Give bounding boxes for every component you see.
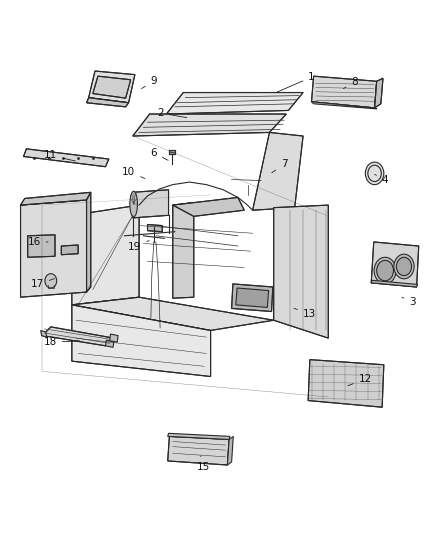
Polygon shape [72,205,139,305]
Polygon shape [311,76,377,108]
Polygon shape [308,360,384,407]
Polygon shape [41,330,46,337]
Polygon shape [274,205,328,338]
Text: 11: 11 [44,150,75,161]
Text: 16: 16 [27,237,48,247]
Polygon shape [371,280,417,287]
Polygon shape [374,78,383,108]
Polygon shape [166,93,303,114]
Polygon shape [133,190,169,218]
Text: 1: 1 [276,72,315,92]
Polygon shape [28,235,55,257]
Polygon shape [173,203,194,298]
Polygon shape [173,197,244,216]
Text: 6: 6 [151,148,168,160]
Polygon shape [236,288,268,308]
Polygon shape [227,437,233,465]
Text: 13: 13 [294,308,316,319]
Polygon shape [148,224,162,232]
Circle shape [377,260,393,281]
Polygon shape [61,245,78,255]
Text: 18: 18 [43,337,80,347]
Polygon shape [168,433,230,439]
Circle shape [394,254,414,279]
Polygon shape [106,340,114,348]
Ellipse shape [130,191,138,217]
Text: 12: 12 [348,374,372,386]
Polygon shape [88,71,135,103]
Polygon shape [371,242,419,287]
Polygon shape [87,98,129,107]
Text: 7: 7 [272,159,287,173]
Text: 3: 3 [402,297,416,308]
Text: 17: 17 [31,279,54,289]
Circle shape [45,273,57,288]
Polygon shape [21,200,87,297]
Polygon shape [72,297,274,330]
Polygon shape [168,437,229,465]
Text: 9: 9 [141,76,157,88]
Polygon shape [253,132,303,210]
Polygon shape [24,149,109,167]
Polygon shape [133,114,286,136]
Text: 4: 4 [374,174,389,184]
Polygon shape [311,102,377,109]
Polygon shape [232,284,273,311]
Polygon shape [72,305,211,376]
Text: 2: 2 [157,108,187,118]
Polygon shape [42,327,114,346]
Polygon shape [21,192,91,205]
Text: 19: 19 [128,240,149,252]
Text: 8: 8 [343,77,358,88]
Circle shape [374,257,396,284]
Polygon shape [93,76,131,98]
Polygon shape [170,150,175,154]
Polygon shape [110,334,118,342]
Polygon shape [87,192,91,292]
Circle shape [365,162,384,184]
Circle shape [396,257,412,276]
Text: 15: 15 [196,456,210,472]
Text: 10: 10 [122,167,145,179]
